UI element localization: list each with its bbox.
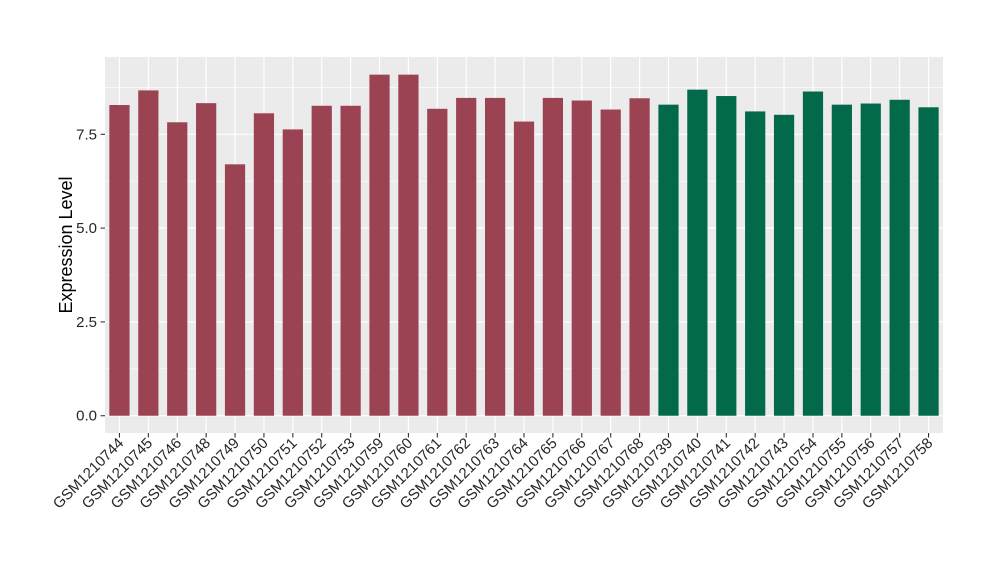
bar-GSM1210743 xyxy=(773,114,795,416)
bar-GSM1210758 xyxy=(918,107,939,416)
bar-GSM1210757 xyxy=(889,99,910,416)
y-axis-title: Expression Level xyxy=(56,176,76,313)
y-tick-label: 5.0 xyxy=(76,220,97,237)
bar-GSM1210766 xyxy=(571,100,592,416)
y-tick-label: 7.5 xyxy=(76,126,97,143)
bar-GSM1210756 xyxy=(860,103,881,416)
bar-GSM1210759 xyxy=(369,74,390,416)
bar-GSM1210764 xyxy=(513,121,535,416)
bar-GSM1210754 xyxy=(802,91,824,416)
bar-GSM1210752 xyxy=(311,105,332,416)
chart-bars xyxy=(109,74,939,416)
bar-GSM1210767 xyxy=(600,109,621,416)
y-tick-label: 2.5 xyxy=(76,314,97,331)
bar-GSM1210742 xyxy=(745,111,766,416)
bar-GSM1210763 xyxy=(484,97,506,416)
bar-GSM1210744 xyxy=(109,105,130,416)
bar-GSM1210740 xyxy=(687,89,708,416)
bar-GSM1210748 xyxy=(196,103,217,416)
bar-GSM1210750 xyxy=(253,113,275,416)
bar-GSM1210765 xyxy=(542,97,564,416)
bar-GSM1210761 xyxy=(427,108,448,416)
bar-GSM1210745 xyxy=(138,90,159,416)
bar-GSM1210749 xyxy=(224,164,246,416)
bar-GSM1210746 xyxy=(167,122,188,416)
bar-GSM1210753 xyxy=(340,105,361,416)
bar-GSM1210741 xyxy=(716,96,737,416)
bar-GSM1210762 xyxy=(456,97,477,416)
bar-GSM1210760 xyxy=(398,74,419,416)
bar-GSM1210755 xyxy=(831,104,852,416)
bar-GSM1210739 xyxy=(658,104,679,416)
y-tick-label: 0.0 xyxy=(76,408,97,425)
bar-GSM1210751 xyxy=(282,129,303,416)
bar-GSM1210768 xyxy=(629,98,650,416)
